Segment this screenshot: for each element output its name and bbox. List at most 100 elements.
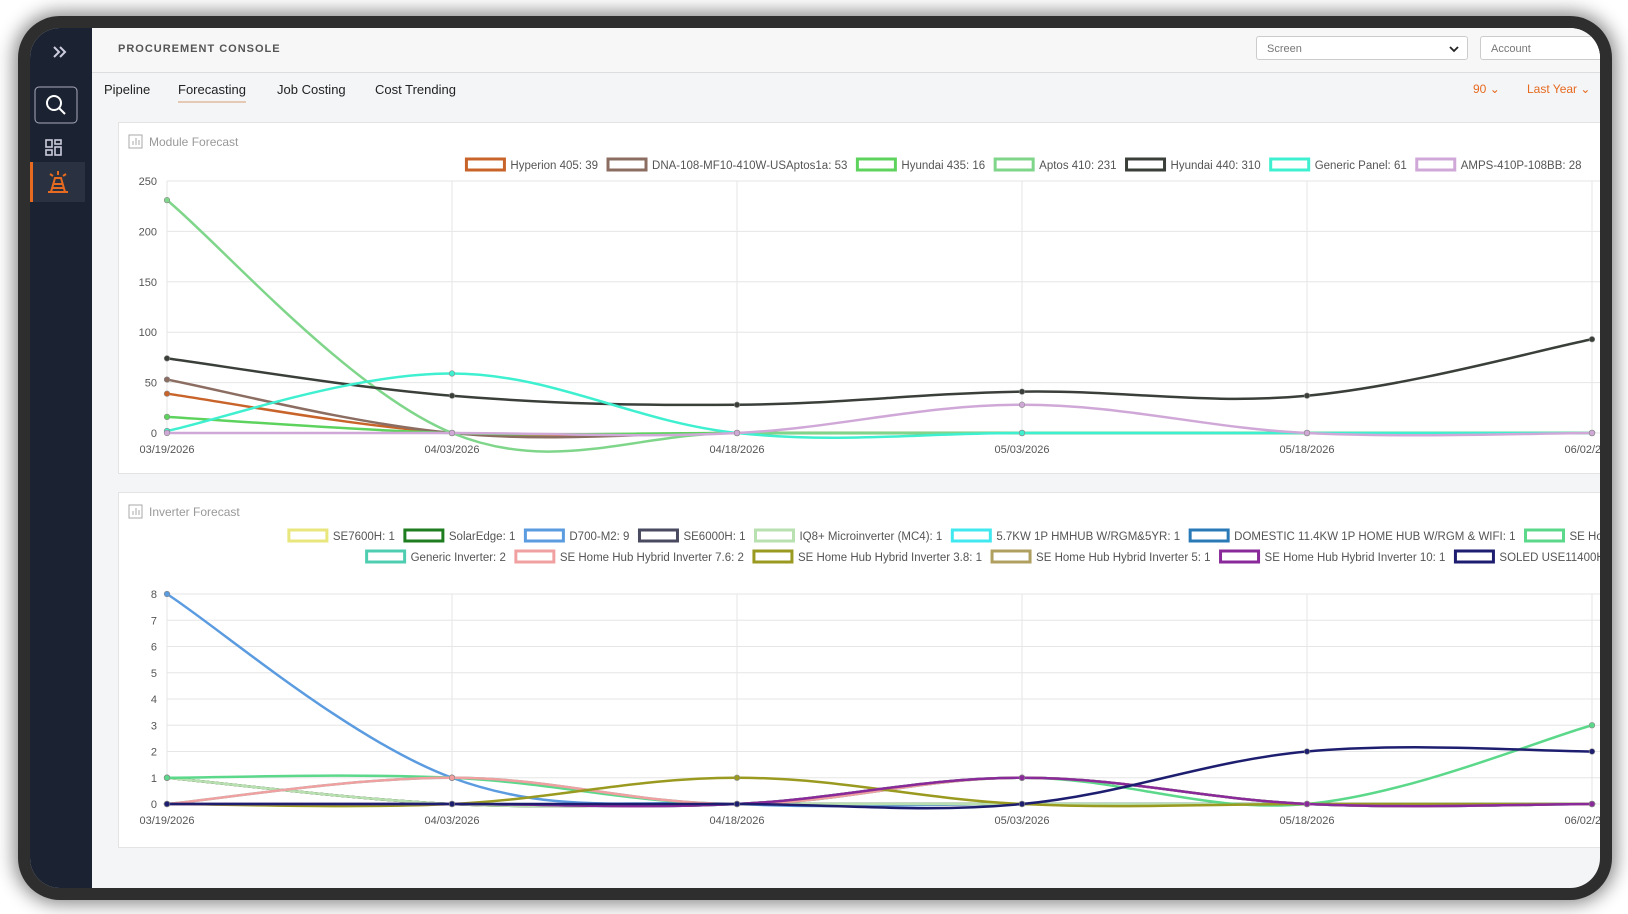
data-point: [1303, 429, 1311, 437]
y-tick-label: 4: [151, 694, 157, 706]
data-point: [163, 590, 171, 598]
legend-item[interactable]: Hyundai 440: 310: [1125, 157, 1261, 172]
legend-item[interactable]: DNA-108-MF10-410W-USAptos1a: 53: [606, 157, 847, 172]
legend-label: SE6000H: 1: [683, 531, 745, 543]
data-point: [1303, 748, 1311, 755]
legend-item[interactable]: 5.7KW 1P HMHUB W/RGM&5YR: 1: [950, 528, 1180, 543]
legend-item[interactable]: IQ8+ Microinverter (MC4): 1: [753, 528, 942, 543]
legend-label: SE Home Hub Hybrid Inverter 3.8: 1: [798, 552, 982, 564]
y-tick-label: 5: [151, 668, 157, 680]
legend-swatch: [1524, 528, 1566, 543]
data-point: [1018, 774, 1026, 781]
legend-item[interactable]: SE Home Hub Hybrid Inverter 5: 1: [990, 549, 1211, 564]
y-tick-label: 1: [151, 773, 157, 785]
select-text: Account: [1491, 43, 1531, 55]
data-point: [1588, 336, 1596, 343]
legend-item[interactable]: SE Home Hub Hybrid Inverter 11.4: 6: [1524, 528, 1600, 543]
select-text: Screen: [1267, 43, 1302, 55]
range-filter[interactable]: Last Year ⌄: [1527, 82, 1591, 96]
active-nav[interactable]: [30, 162, 85, 202]
search-button[interactable]: [34, 86, 78, 124]
legend-swatch: [464, 157, 506, 172]
legend-label: 5.7KW 1P HMHUB W/RGM&5YR: 1: [996, 531, 1180, 543]
y-tick-label: 6: [151, 642, 157, 654]
tab[interactable]: Job Costing: [277, 82, 346, 97]
expand-icon[interactable]: [48, 40, 72, 64]
console-title: PROCUREMENT CONSOLE: [118, 43, 281, 55]
legend-swatch: [1125, 157, 1167, 172]
legend-label: DOMESTIC 11.4KW 1P HOME HUB W/RGM & WIFI…: [1234, 531, 1515, 543]
y-tick-label: 2: [151, 747, 157, 759]
y-tick-label: 3: [151, 720, 157, 732]
data-point: [448, 800, 456, 808]
legend-swatch: [637, 528, 679, 543]
chart-title: Inverter Forecast: [149, 505, 240, 519]
account-select[interactable]: Account: [1480, 36, 1600, 60]
y-tick-label: 150: [139, 277, 157, 289]
data-point: [733, 401, 741, 408]
legend-item[interactable]: SE6000H: 1: [637, 528, 745, 543]
series-line: [166, 338, 1593, 407]
legend-item[interactable]: SolarEdge: 1: [403, 528, 516, 543]
tab[interactable]: Pipeline: [104, 82, 151, 97]
legend-swatch: [855, 157, 897, 172]
legend-swatch: [1269, 157, 1311, 172]
data-point: [733, 429, 741, 437]
legend-item[interactable]: SOLED USE11400H-USSKBEZ8: 4: [1453, 549, 1600, 564]
legend-label: D700-M2: 9: [569, 531, 629, 543]
screen-select[interactable]: Screen: [1256, 36, 1468, 60]
chart-panel: Module Forecast 0 50 100 150 200 250 03/19/2026…: [118, 122, 1600, 474]
legend-item[interactable]: D700-M2: 9: [523, 528, 629, 543]
legend-label: Generic Inverter: 2: [411, 552, 506, 564]
legend-item[interactable]: Hyundai 435: 16: [855, 157, 985, 172]
tab-active[interactable]: Forecasting: [178, 82, 246, 103]
data-point: [733, 800, 741, 808]
legend-item[interactable]: SE7600H: 1: [287, 528, 395, 543]
data-point: [163, 774, 171, 781]
data-point: [1018, 388, 1026, 395]
top-bar: PROCUREMENT CONSOLE Screen Account: [92, 28, 1600, 73]
title-icon: [128, 504, 143, 519]
legend-label: Hyundai 440: 310: [1171, 160, 1261, 172]
series-line: [167, 746, 1593, 810]
data-point: [1588, 748, 1596, 755]
legend-label: SOLED USE11400H-USSKBEZ8: 4: [1499, 552, 1600, 564]
period-filter[interactable]: 90 ⌄: [1473, 82, 1500, 96]
filter-text: Last Year: [1527, 82, 1578, 96]
data-point: [448, 392, 456, 399]
legend-swatch: [514, 549, 556, 564]
data-point: [448, 774, 456, 781]
data-point: [1588, 722, 1596, 729]
legend-item[interactable]: Generic Panel: 61: [1269, 157, 1407, 172]
legend-item[interactable]: SE Home Hub Hybrid Inverter 10: 1: [1219, 549, 1446, 564]
legend-swatch: [1188, 528, 1230, 543]
chart: Inverter Forecast 0 1 2 3 4 5 6 7 8 03/19/2026 04/0…: [128, 504, 1600, 827]
app-frame: PROCUREMENT CONSOLE Screen Account Pipel…: [30, 28, 1600, 888]
tab[interactable]: Cost Trending: [375, 82, 456, 97]
legend-item[interactable]: Hyperion 405: 39: [464, 157, 598, 172]
legend-label: AMPS-410P-108BB: 28: [1461, 160, 1582, 172]
legend-swatch: [990, 549, 1032, 564]
y-tick-label: 50: [145, 378, 157, 390]
nav-icon[interactable]: [44, 138, 64, 158]
legend-item[interactable]: Generic Inverter: 2: [365, 549, 506, 564]
chevron: [1449, 46, 1459, 53]
sidebar: [30, 28, 92, 888]
data-point: [163, 429, 171, 437]
nav-icon[interactable]: [44, 168, 72, 196]
y-tick-label: 0: [151, 799, 157, 811]
x-tick-label: 04/03/2026: [424, 444, 479, 456]
legend-item[interactable]: DOMESTIC 11.4KW 1P HOME HUB W/RGM & WIFI…: [1188, 528, 1516, 543]
series-line: [166, 592, 1592, 808]
x-tick-label: 05/03/2026: [994, 815, 1049, 827]
legend-label: Aptos 410: 231: [1039, 160, 1116, 172]
legend-item[interactable]: AMPS-410P-108BB: 28: [1415, 157, 1582, 172]
legend-label: Hyundai 435: 16: [901, 160, 985, 172]
legend-item[interactable]: Aptos 410: 231: [993, 157, 1117, 172]
data-point: [163, 390, 171, 397]
title-icon: [132, 508, 140, 515]
legend-item[interactable]: SE Home Hub Hybrid Inverter 7.6: 2: [514, 549, 744, 564]
legend-label: SE Home Hub Hybrid Inverter 5: 1: [1036, 552, 1211, 564]
y-tick-label: 0: [151, 428, 157, 440]
legend-item[interactable]: SE Home Hub Hybrid Inverter 3.8: 1: [752, 549, 982, 564]
